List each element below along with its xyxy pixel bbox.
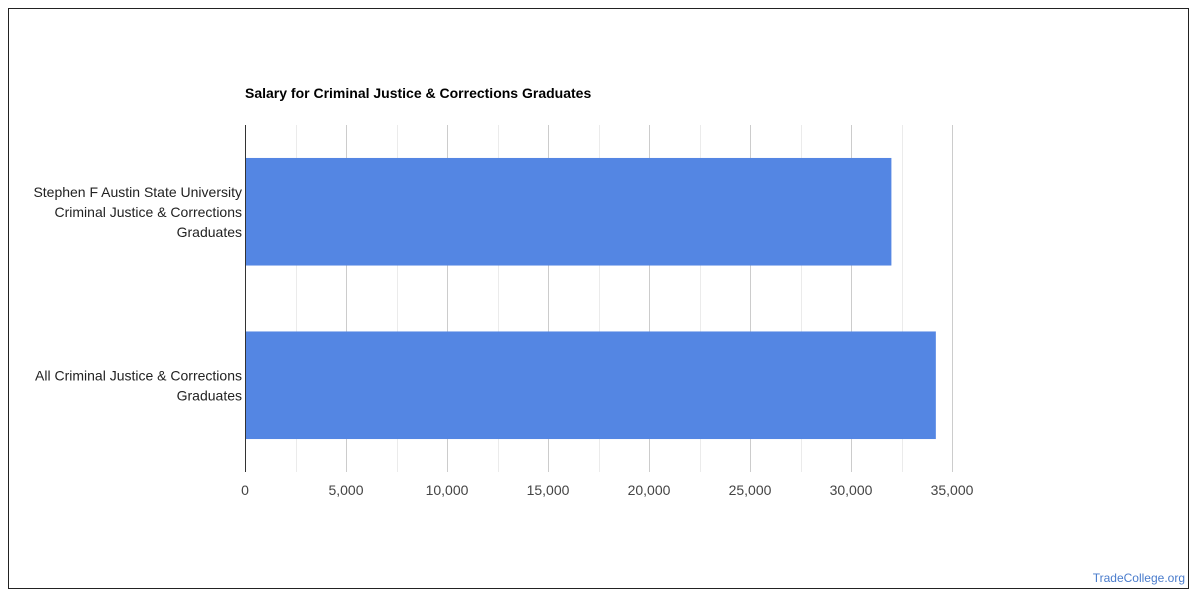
- x-tick-label: 30,000: [830, 482, 873, 498]
- category-label: All Criminal Justice & Corrections Gradua…: [35, 367, 242, 403]
- x-tick-label: 35,000: [931, 482, 974, 498]
- category-labels: Stephen F Austin State University Crimina…: [33, 184, 242, 404]
- category-label-line: Stephen F Austin State University: [33, 184, 242, 200]
- x-tick-label: 0: [241, 482, 249, 498]
- chart-title: Salary for Criminal Justice & Correction…: [245, 85, 592, 101]
- category-label-line: Graduates: [177, 387, 242, 403]
- category-label-line: Criminal Justice & Corrections: [55, 204, 243, 220]
- x-tick-label: 25,000: [729, 482, 772, 498]
- x-tick-label: 5,000: [328, 482, 363, 498]
- x-tick-label: 10,000: [426, 482, 469, 498]
- category-label-line: Graduates: [177, 224, 242, 240]
- x-tick-labels: 0 5,000 10,000 15,000 20,000 25,000 30,000 35,0…: [241, 482, 974, 498]
- x-tick-label: 20,000: [628, 482, 671, 498]
- bar: [245, 157, 892, 266]
- tradecollege-link[interactable]: TradeCollege.org: [1092, 571, 1185, 585]
- category-label-line: All Criminal Justice & Corrections: [35, 367, 242, 383]
- bar: [245, 331, 936, 440]
- x-tick-label: 15,000: [527, 482, 570, 498]
- category-label: Stephen F Austin State University Crimina…: [33, 184, 242, 240]
- bars: [245, 157, 936, 440]
- chart-frame: [8, 8, 1189, 589]
